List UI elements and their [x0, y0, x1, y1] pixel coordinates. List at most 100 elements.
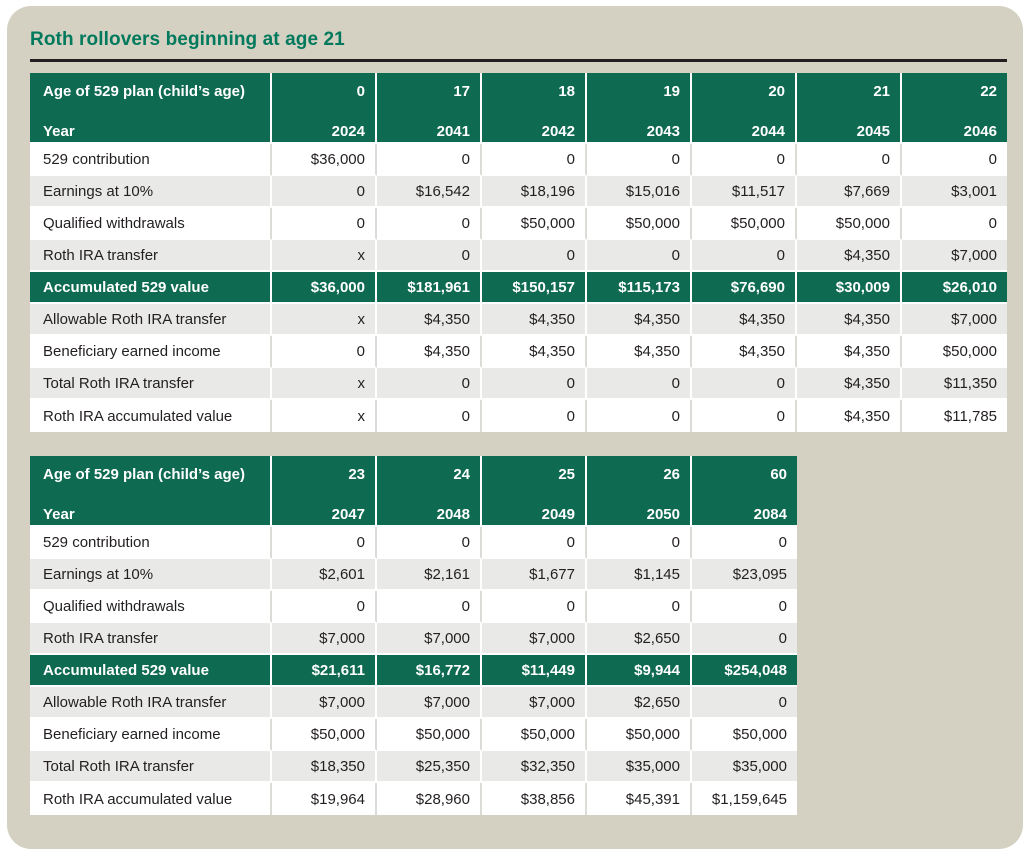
row-label: Beneficiary earned income	[30, 719, 272, 751]
row-label: Qualified withdrawals	[30, 591, 272, 623]
cell-value: $76,690	[692, 272, 797, 304]
cell-value: $7,000	[377, 687, 482, 719]
cell-value: 0	[377, 591, 482, 623]
table-row: Total Roth IRA transfer $18,350 $25,350 $32…	[30, 751, 797, 783]
age-row-label: Age of 529 plan (child’s age)	[43, 466, 245, 483]
age-value: 26	[663, 466, 680, 483]
cell-value: $1,677	[482, 559, 587, 591]
cell-value: $115,173	[587, 272, 692, 304]
table-row: Qualified withdrawals 0 0 0 0 0	[30, 591, 797, 623]
cell-value: 0	[377, 368, 482, 400]
header-row: Age of 529 plan (child’s age) Year 0 2024 17…	[30, 73, 1007, 144]
cell-value: $36,000	[272, 144, 377, 176]
cell-value: 0	[272, 208, 377, 240]
cell-value: $4,350	[482, 304, 587, 336]
year-value: 2024	[331, 123, 365, 140]
year-value: 2049	[541, 506, 575, 523]
cell-value: 0	[482, 400, 587, 432]
cell-value: $38,856	[482, 783, 587, 815]
age-value: 24	[453, 466, 470, 483]
cell-value: $15,016	[587, 176, 692, 208]
cell-value: 0	[482, 591, 587, 623]
header-age-year-cell: 18 2042	[482, 73, 587, 144]
cell-value: $11,785	[902, 400, 1007, 432]
cell-value: $50,000	[587, 208, 692, 240]
header-label-cell: Age of 529 plan (child’s age) Year	[30, 456, 272, 527]
header-label-cell: Age of 529 plan (child’s age) Year	[30, 73, 272, 144]
age-value: 60	[770, 466, 787, 483]
table-row: Earnings at 10% 0 $16,542 $18,196 $15,016 $11…	[30, 176, 1007, 208]
cell-value: 0	[272, 336, 377, 368]
cell-value: 0	[692, 400, 797, 432]
age-value: 19	[663, 83, 680, 100]
age-row-label: Age of 529 plan (child’s age)	[43, 83, 245, 100]
cell-value: $50,000	[797, 208, 902, 240]
cell-value: $18,350	[272, 751, 377, 783]
cell-value: $35,000	[587, 751, 692, 783]
cell-value: 0	[587, 527, 692, 559]
cell-value: $7,000	[377, 623, 482, 655]
cell-value: $4,350	[797, 368, 902, 400]
cell-value: $7,000	[902, 304, 1007, 336]
cell-value: $4,350	[377, 304, 482, 336]
cell-value: $9,944	[587, 655, 692, 687]
year-value: 2044	[751, 123, 785, 140]
cell-value: 0	[692, 591, 797, 623]
cell-value: $3,001	[902, 176, 1007, 208]
row-label: Allowable Roth IRA transfer	[30, 304, 272, 336]
cell-value: $4,350	[587, 336, 692, 368]
cell-value: $7,000	[272, 687, 377, 719]
row-label: Roth IRA accumulated value	[30, 400, 272, 432]
cell-value: $7,000	[902, 240, 1007, 272]
table-row: Allowable Roth IRA transfer x $4,350 $4,350…	[30, 304, 1007, 336]
year-value: 2048	[436, 506, 470, 523]
table-row: Accumulated 529 value $21,611 $16,772 $11,4…	[30, 655, 797, 687]
cell-value: x	[272, 400, 377, 432]
row-label: Accumulated 529 value	[30, 655, 272, 687]
cell-value: 0	[377, 527, 482, 559]
title-rule	[30, 59, 1007, 62]
cell-value: 0	[587, 400, 692, 432]
cell-value: $7,000	[482, 687, 587, 719]
year-row-label: Year	[43, 123, 75, 140]
table-row: Total Roth IRA transfer x 0 0 0 0 $4,350 $11,35…	[30, 368, 1007, 400]
cell-value: $30,009	[797, 272, 902, 304]
age-value: 17	[453, 83, 470, 100]
table-row: 529 contribution $36,000 0 0 0 0 0 0	[30, 144, 1007, 176]
year-value: 2047	[331, 506, 365, 523]
cell-value: $50,000	[482, 208, 587, 240]
table-row: Roth IRA transfer x 0 0 0 0 $4,350 $7,000	[30, 240, 1007, 272]
cell-value: $4,350	[692, 304, 797, 336]
cell-value: $50,000	[692, 719, 797, 751]
cell-value: 0	[377, 144, 482, 176]
cell-value: $181,961	[377, 272, 482, 304]
age-value: 25	[558, 466, 575, 483]
cell-value: $2,650	[587, 687, 692, 719]
cell-value: 0	[272, 176, 377, 208]
year-value: 2042	[541, 123, 575, 140]
table-row: Accumulated 529 value $36,000 $181,961 $150…	[30, 272, 1007, 304]
table-row: Roth IRA accumulated value $19,964 $28,960…	[30, 783, 797, 815]
cell-value: 0	[272, 591, 377, 623]
header-age-year-cell: 25 2049	[482, 456, 587, 527]
table-row: Allowable Roth IRA transfer $7,000 $7,000 $…	[30, 687, 797, 719]
table-row: Roth IRA transfer $7,000 $7,000 $7,000 $2,65…	[30, 623, 797, 655]
cell-value: $28,960	[377, 783, 482, 815]
roth-rollover-table-2: Age of 529 plan (child’s age) Year 23 2047 2…	[30, 456, 797, 815]
header-age-year-cell: 22 2046	[902, 73, 1007, 144]
cell-value: 0	[377, 400, 482, 432]
cell-value: $4,350	[377, 336, 482, 368]
cell-value: $11,350	[902, 368, 1007, 400]
cell-value: 0	[377, 208, 482, 240]
cell-value: $4,350	[692, 336, 797, 368]
age-value: 20	[768, 83, 785, 100]
table-row: Earnings at 10% $2,601 $2,161 $1,677 $1,145 $…	[30, 559, 797, 591]
cell-value: $32,350	[482, 751, 587, 783]
cell-value: $4,350	[797, 240, 902, 272]
row-label: Total Roth IRA transfer	[30, 368, 272, 400]
cell-value: 0	[482, 240, 587, 272]
cell-value: 0	[482, 368, 587, 400]
year-value: 2043	[646, 123, 680, 140]
cell-value: $11,517	[692, 176, 797, 208]
cell-value: 0	[587, 240, 692, 272]
